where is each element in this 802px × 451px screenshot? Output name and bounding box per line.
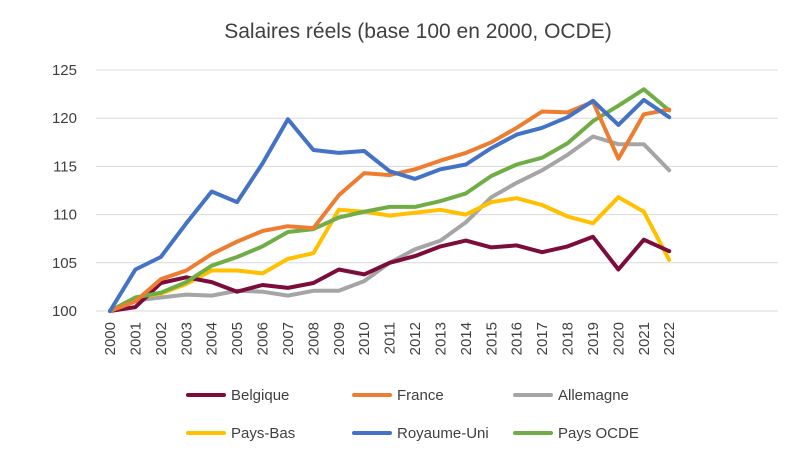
x-tick-label: 2016 bbox=[509, 322, 526, 355]
series-line-royaume-uni bbox=[108, 97, 672, 313]
x-tick-label: 2013 bbox=[432, 322, 449, 355]
x-tick-label: 2000 bbox=[102, 322, 119, 355]
legend-label: Pays OCDE bbox=[558, 425, 639, 442]
x-tick-label: 2007 bbox=[280, 322, 297, 355]
x-tick-label: 2015 bbox=[483, 322, 500, 355]
legend-label: Royaume-Uni bbox=[397, 425, 489, 442]
legend: Belgique France Allemagne Pays-Bas Royaume-U… bbox=[186, 387, 639, 442]
y-axis-ticks: 100 105 110 115 120 125 bbox=[52, 62, 77, 320]
series-line-pays-bas bbox=[108, 195, 672, 313]
x-tick-label: 2005 bbox=[229, 322, 246, 355]
y-tick-label: 100 bbox=[52, 303, 77, 320]
x-tick-label: 2011 bbox=[382, 322, 399, 354]
legend-label: Allemagne bbox=[558, 387, 629, 404]
y-tick-label: 115 bbox=[53, 158, 77, 175]
x-tick-label: 2018 bbox=[560, 322, 577, 355]
y-tick-label: 120 bbox=[52, 110, 77, 127]
x-tick-label: 2010 bbox=[356, 322, 373, 355]
x-tick-label: 2022 bbox=[661, 322, 678, 355]
series-line-pays-ocde bbox=[108, 87, 672, 313]
series-line-france bbox=[108, 99, 672, 313]
series-line-allemagne bbox=[108, 134, 672, 313]
x-tick-label: 2012 bbox=[407, 322, 424, 355]
series-lines bbox=[108, 87, 672, 313]
x-tick-label: 2017 bbox=[534, 322, 551, 355]
y-tick-label: 105 bbox=[52, 255, 77, 272]
x-axis-ticks: 2000 2001 2002 2003 2004 2005 2006 2007 2008 2009… bbox=[102, 322, 678, 355]
x-tick-label: 2019 bbox=[585, 322, 602, 355]
legend-label: France bbox=[397, 387, 444, 404]
y-tick-label: 110 bbox=[53, 207, 77, 224]
x-tick-label: 2021 bbox=[636, 322, 653, 355]
x-tick-label: 2020 bbox=[610, 322, 627, 355]
chart-title: Salaires réels (base 100 en 2000, OCDE) bbox=[224, 20, 612, 43]
legend-label: Belgique bbox=[231, 387, 289, 404]
x-tick-label: 2004 bbox=[204, 322, 221, 355]
x-tick-label: 2006 bbox=[255, 322, 272, 355]
series-line-belgique bbox=[108, 234, 672, 313]
y-tick-label: 125 bbox=[52, 62, 77, 79]
x-tick-label: 2001 bbox=[127, 322, 144, 355]
x-tick-label: 2002 bbox=[153, 322, 170, 355]
x-tick-label: 2014 bbox=[458, 322, 475, 355]
gridlines bbox=[96, 69, 778, 312]
x-tick-label: 2008 bbox=[305, 322, 322, 355]
x-tick-label: 2003 bbox=[178, 322, 195, 355]
x-tick-label: 2009 bbox=[331, 322, 348, 355]
legend-label: Pays-Bas bbox=[231, 425, 295, 442]
